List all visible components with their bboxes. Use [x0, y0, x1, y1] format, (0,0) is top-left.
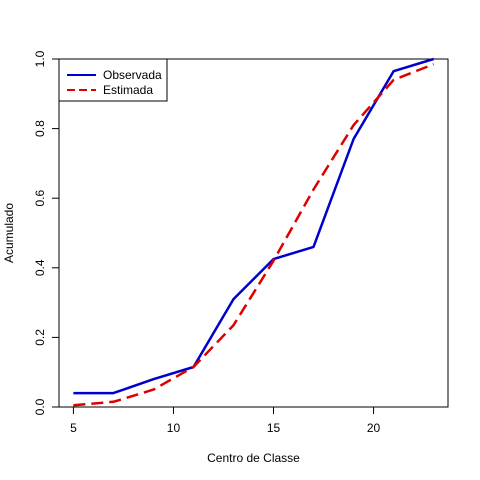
legend-label-estimada: Estimada: [103, 83, 153, 97]
y-tick-label: 0.6: [33, 190, 47, 207]
series-line-estimada: [73, 63, 435, 407]
legend: Observada Estimada: [58, 58, 168, 102]
data-point-estimada: [433, 64, 434, 65]
data-point-observada: [153, 379, 154, 380]
data-point-estimada: [273, 260, 274, 261]
x-tick-label: 20: [367, 421, 381, 435]
y-tick-label: 1.0: [33, 50, 47, 67]
y-tick-label: 0.0: [33, 398, 47, 415]
data-point-estimada: [113, 401, 114, 402]
legend-label-observada: Observada: [103, 68, 162, 82]
x-axis-label: Centro de Classe: [207, 451, 300, 465]
data-point-observada: [113, 393, 114, 394]
data-point-observada: [433, 59, 434, 60]
plot-box: [58, 58, 449, 408]
data-point-estimada: [153, 389, 154, 390]
x-tick-label: 15: [267, 421, 281, 435]
y-axis-label: Acumulado: [2, 203, 16, 263]
y-axis: 0.0 0.2 0.4 0.6 0.8 1.0: [33, 50, 60, 415]
data-point-estimada: [193, 366, 194, 367]
y-tick-label: 0.4: [33, 259, 47, 276]
data-point-observada: [393, 71, 394, 72]
x-axis: 5 10 15 20: [70, 406, 381, 435]
y-tick-label: 0.8: [33, 120, 47, 137]
series-layer: [73, 57, 435, 407]
data-point-estimada: [233, 325, 234, 326]
data-point-estimada: [73, 405, 74, 406]
legend-box: [58, 58, 168, 102]
series-line-observada: [73, 57, 434, 395]
data-point-observada: [233, 299, 234, 300]
data-point-estimada: [393, 79, 394, 80]
data-point-estimada: [353, 125, 354, 126]
x-tick-label: 10: [167, 421, 181, 435]
data-point-observada: [353, 139, 354, 140]
y-tick-label: 0.2: [33, 329, 47, 346]
data-point-observada: [73, 393, 74, 394]
data-point-estimada: [313, 189, 314, 190]
x-tick-label: 5: [70, 421, 77, 435]
data-point-observada: [313, 246, 314, 247]
